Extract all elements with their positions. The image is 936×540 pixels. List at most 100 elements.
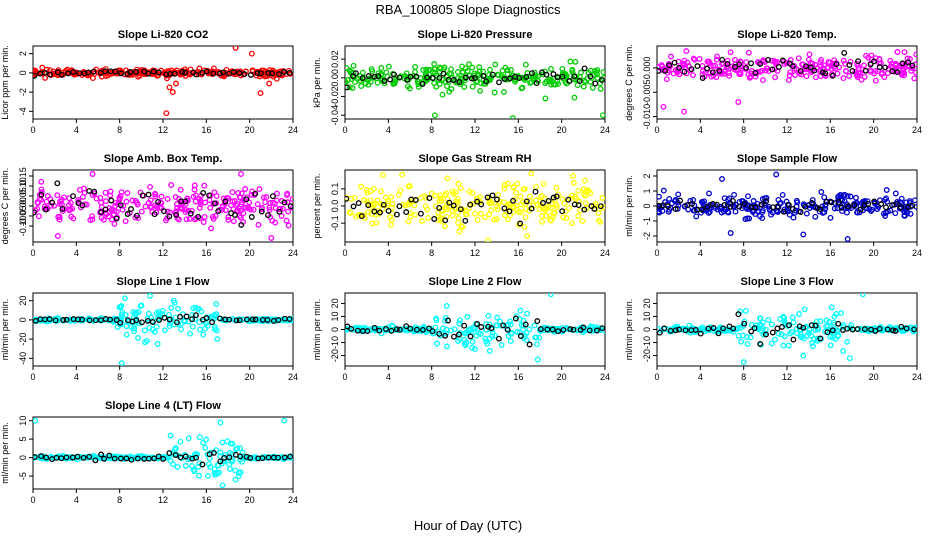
data-point xyxy=(760,331,767,338)
reference-point xyxy=(149,319,156,325)
data-point xyxy=(364,189,371,196)
reference-point xyxy=(203,315,210,322)
x-tick-label: 24 xyxy=(912,248,922,258)
data-point xyxy=(248,191,255,198)
reference-point xyxy=(252,316,259,323)
data-point xyxy=(432,70,438,77)
reference-point xyxy=(222,198,229,205)
reference-point xyxy=(49,199,56,206)
data-point xyxy=(676,71,683,78)
reference-point xyxy=(377,209,383,216)
reference-point xyxy=(871,58,877,65)
data-point xyxy=(572,58,579,65)
reference-point xyxy=(233,317,240,324)
data-point xyxy=(449,212,456,219)
data-point xyxy=(207,204,214,211)
data-point xyxy=(361,197,368,204)
data-point xyxy=(775,196,782,203)
data-point xyxy=(474,216,481,223)
data-point xyxy=(130,309,137,316)
reference-point xyxy=(677,197,684,204)
reference-point xyxy=(252,190,259,197)
data-point xyxy=(499,67,506,74)
reference-point xyxy=(161,208,167,215)
data-point xyxy=(872,77,879,84)
data-point xyxy=(351,194,358,201)
data-point xyxy=(189,323,196,330)
data-point xyxy=(38,178,45,185)
data-point xyxy=(854,209,861,216)
data-points xyxy=(345,58,605,119)
data-point xyxy=(575,212,582,219)
reference-point xyxy=(248,214,255,220)
reference-point xyxy=(462,74,469,81)
reference-point xyxy=(909,202,916,209)
reference-point xyxy=(898,323,905,330)
data-point xyxy=(533,341,540,348)
data-point xyxy=(501,185,508,192)
data-point xyxy=(359,69,366,76)
reference-point xyxy=(380,201,387,208)
data-point xyxy=(242,186,249,192)
reference-point xyxy=(576,78,583,84)
data-point xyxy=(122,218,129,225)
data-point xyxy=(464,68,471,74)
reference-point xyxy=(474,198,481,205)
data-point xyxy=(746,215,753,222)
reference-point xyxy=(705,325,712,332)
data-point xyxy=(346,84,353,91)
data-point xyxy=(853,194,859,201)
data-point xyxy=(463,208,470,214)
reference-point xyxy=(275,454,282,461)
reference-point xyxy=(510,197,516,204)
reference-point xyxy=(748,204,755,211)
reference-point xyxy=(666,62,673,69)
reference-point xyxy=(828,199,835,206)
x-tick-label: 24 xyxy=(600,372,610,382)
data-point xyxy=(138,208,145,215)
data-point xyxy=(539,218,546,225)
y-tick-label: 10 xyxy=(330,311,340,321)
data-point xyxy=(250,206,257,213)
data-point xyxy=(202,444,209,451)
data-point xyxy=(706,190,712,197)
reference-point xyxy=(426,325,433,332)
data-point xyxy=(448,327,455,334)
data-point xyxy=(571,94,578,101)
data-point xyxy=(909,65,916,72)
data-point xyxy=(516,329,523,336)
reference-point xyxy=(550,194,557,201)
reference-point xyxy=(478,324,485,330)
data-point xyxy=(419,218,425,225)
data-point xyxy=(345,64,350,71)
reference-point xyxy=(709,69,716,76)
y-tick-label: -2 xyxy=(642,232,652,240)
data-point xyxy=(814,335,821,342)
y-tick-label: -4 xyxy=(18,107,28,115)
data-point xyxy=(457,185,464,192)
reference-point xyxy=(824,329,831,336)
data-point xyxy=(367,188,374,195)
data-point xyxy=(246,199,253,206)
reference-point xyxy=(264,317,271,323)
reference-point xyxy=(173,211,180,218)
data-point xyxy=(230,218,237,225)
reference-point xyxy=(483,78,490,85)
data-point xyxy=(456,320,463,327)
data-point xyxy=(469,344,476,351)
data-point xyxy=(383,69,390,76)
data-point xyxy=(699,324,706,331)
plot-frame xyxy=(32,416,294,490)
y-tick-label: -0.010 xyxy=(642,104,652,130)
reference-point xyxy=(769,329,776,336)
reference-point xyxy=(789,63,796,70)
data-point xyxy=(436,80,443,87)
data-point xyxy=(743,59,750,66)
data-point xyxy=(790,214,797,221)
data-point xyxy=(98,73,105,80)
x-tick-label: 4 xyxy=(386,125,391,135)
data-point xyxy=(208,225,215,232)
reference-point xyxy=(355,200,362,207)
data-point xyxy=(830,329,837,336)
reference-point xyxy=(276,71,283,78)
